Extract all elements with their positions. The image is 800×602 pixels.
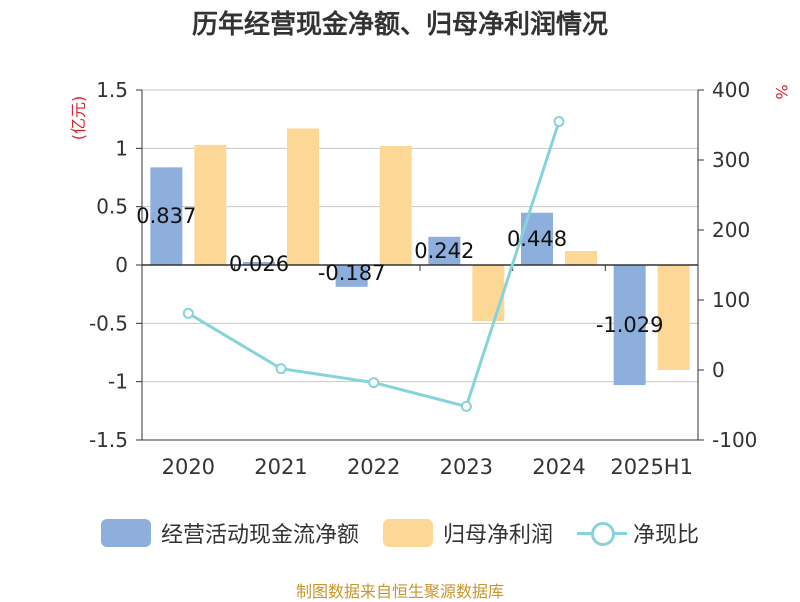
category-label: 2020: [162, 455, 215, 479]
bar-net-profit: [472, 265, 505, 321]
legend-label-cash-ratio: 净现比: [633, 523, 700, 548]
right-tick-label: 400: [712, 78, 750, 102]
legend-label-net-profit: 归母净利润: [442, 523, 553, 548]
category-label: 2023: [440, 455, 493, 479]
bar-operating-cash-flow: [335, 265, 368, 287]
bar-net-profit: [657, 265, 690, 370]
legend-swatch-net-profit: [382, 519, 433, 547]
data-label: -0.187: [318, 261, 386, 285]
category-label: 2025H1: [610, 455, 693, 479]
right-tick-label: -100: [712, 428, 757, 452]
legend-swatch-cash-ratio: [577, 519, 627, 547]
left-tick-label: -0.5: [89, 311, 128, 335]
bar-net-profit: [287, 128, 319, 265]
category-label: 2022: [347, 455, 400, 479]
bar-operating-cash-flow: [243, 261, 275, 265]
line-point-cash-ratio: [553, 116, 565, 127]
bar-net-profit: [565, 251, 597, 265]
left-tick-label: 1: [115, 136, 128, 160]
left-tick-label: -1: [108, 370, 128, 394]
data-label: 0.448: [507, 227, 567, 251]
right-tick-label: 200: [712, 218, 750, 242]
bar-operating-cash-flow: [613, 265, 646, 386]
legend: 经营活动现金流净额 归母净利润 净现比: [0, 517, 800, 549]
left-tick-label: 1.5: [96, 78, 128, 102]
right-tick-label: 100: [712, 288, 750, 312]
legend-item-operating-cash-flow[interactable]: 经营活动现金流净额: [100, 517, 359, 549]
legend-item-cash-ratio[interactable]: 净现比: [577, 517, 699, 549]
left-axis-label: (亿元): [69, 96, 88, 141]
right-tick-label: 300: [712, 148, 750, 172]
line-point-cash-ratio: [182, 307, 194, 319]
legend-swatch-operating-cash-flow: [100, 519, 151, 547]
bar-operating-cash-flow: [428, 236, 461, 265]
category-label: 2024: [532, 455, 585, 479]
line-point-cash-ratio: [368, 377, 380, 389]
source-note: 制图数据来自恒生聚源数据库: [295, 582, 504, 601]
bar-operating-cash-flow: [150, 167, 183, 265]
left-tick-label: -1.5: [89, 428, 128, 452]
right-axis-label: %: [772, 84, 791, 99]
category-label: 2021: [254, 455, 307, 479]
left-tick-label: 0.5: [96, 195, 128, 219]
right-tick-label: 0: [712, 358, 725, 382]
data-label: -1.029: [596, 313, 664, 337]
bar-net-profit: [379, 146, 412, 265]
chart-title: 历年经营现金净额、归母净利润情况: [191, 10, 608, 40]
data-label: 0.026: [229, 252, 289, 276]
legend-item-net-profit[interactable]: 归母净利润: [382, 517, 553, 549]
data-label: 0.242: [414, 239, 474, 263]
bar-net-profit: [194, 144, 227, 265]
line-point-cash-ratio: [275, 363, 287, 375]
data-label: 0.837: [136, 204, 196, 228]
line-point-cash-ratio: [460, 400, 472, 412]
left-tick-label: 0: [115, 253, 128, 277]
legend-label-operating-cash-flow: 经营活动现金流净额: [160, 523, 359, 548]
